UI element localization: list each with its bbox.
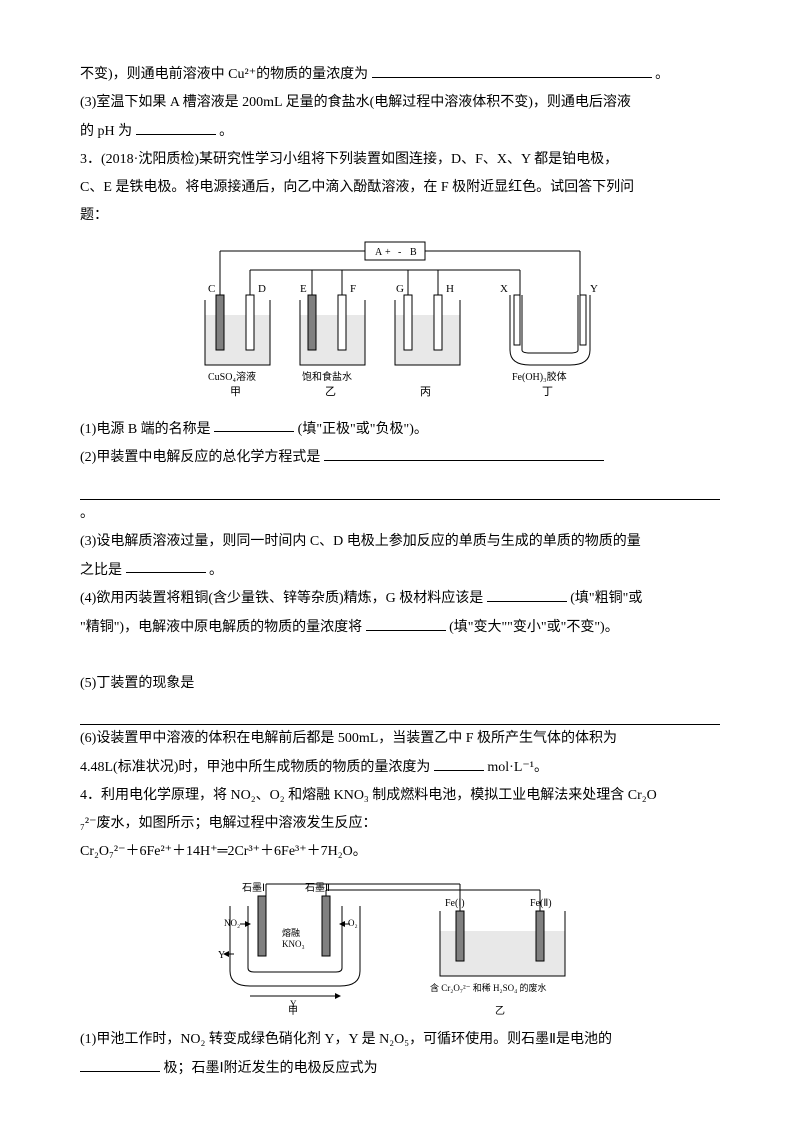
beaker-yi: E F 饱和食盐水 乙 bbox=[300, 283, 365, 398]
label-A: A bbox=[375, 247, 383, 258]
svg-text:D: D bbox=[258, 283, 266, 295]
blank-line[interactable] bbox=[80, 702, 720, 725]
blank[interactable] bbox=[80, 1054, 160, 1072]
svg-text:乙: 乙 bbox=[495, 1005, 505, 1016]
blank[interactable] bbox=[324, 443, 604, 461]
q3-figure: A B + - C D CuSO₄溶液 甲 E F 饱和食盐水 乙 bbox=[80, 240, 720, 405]
q3-s4c: "精铜")，电解液中原电解质的物质的量浓度将 (填"变大""变小"或"不变")。 bbox=[80, 613, 720, 642]
q4-eq: Cr₂O₇²⁻＋6Fe²⁺＋14H⁺═2Cr³⁺＋6Fe³⁺＋7H₂O。 bbox=[80, 838, 720, 866]
q3-intro3: 题： bbox=[80, 202, 720, 230]
cell-jia: 石墨Ⅰ 石墨Ⅱ NO₂ O₂ 熔融 KNO₃ Y Y 甲 bbox=[218, 882, 360, 1016]
blank[interactable] bbox=[372, 60, 652, 78]
q3-s2: (2)甲装置中电解反应的总化学方程式是 bbox=[80, 443, 720, 472]
q3-s4: (4)欲用丙装置将粗铜(含少量铁、锌等杂质)精炼，G 极材料应该是 (填"粗铜"… bbox=[80, 584, 720, 613]
q3-s3a: (3)设电解质溶液过量，则同一时间内 C、D 电极上参加反应的单质与生成的单质的… bbox=[80, 528, 720, 556]
q3-s6a: (6)设装置甲中溶液的体积在电解前后都是 500mL，当装置乙中 F 极所产生气… bbox=[80, 725, 720, 753]
q4-figure: 石墨Ⅰ 石墨Ⅱ NO₂ O₂ 熔融 KNO₃ Y Y 甲 Fe(Ⅰ) Fe(Ⅱ)… bbox=[80, 876, 720, 1016]
text: (4)欲用丙装置将粗铜(含少量铁、锌等杂质)精炼，G 极材料应该是 bbox=[80, 591, 483, 606]
text: (填"粗铜"或 bbox=[570, 591, 642, 606]
text: 的 pH 为 bbox=[80, 124, 132, 139]
svg-text:O₂: O₂ bbox=[348, 918, 358, 928]
svg-text:NO₂: NO₂ bbox=[224, 918, 240, 928]
svg-text:X: X bbox=[500, 283, 508, 295]
text: (填"正极"或"负极")。 bbox=[298, 421, 428, 436]
text: (填"变大""变小"或"不变")。 bbox=[449, 620, 619, 635]
svg-text:-: - bbox=[398, 247, 401, 258]
svg-text:石墨Ⅰ: 石墨Ⅰ bbox=[242, 882, 265, 894]
text: 4.48L(标准状况)时，甲池中所生成物质的物质的量浓度为 bbox=[80, 760, 430, 775]
q3-s6b: 4.48L(标准状况)时，甲池中所生成物质的物质的量浓度为 mol·L⁻¹。 bbox=[80, 753, 720, 782]
svg-text:F: F bbox=[350, 283, 356, 295]
svg-text:丁: 丁 bbox=[542, 386, 553, 398]
q3-intro2: C、E 是铁电极。将电源接通后，向乙中滴入酚酞溶液，在 F 极附近显红色。试回答… bbox=[80, 174, 720, 202]
svg-text:KNO₃: KNO₃ bbox=[282, 939, 305, 949]
blank[interactable] bbox=[136, 117, 216, 135]
svg-text:E: E bbox=[300, 283, 307, 295]
blank[interactable] bbox=[434, 753, 484, 771]
blank[interactable] bbox=[126, 556, 206, 574]
svg-text:Fe(OH)₃胶体: Fe(OH)₃胶体 bbox=[512, 370, 567, 383]
svg-text:G: G bbox=[396, 283, 404, 295]
text: 。 bbox=[219, 124, 233, 139]
svg-text:Y: Y bbox=[218, 950, 225, 961]
beaker-jia: C D CuSO₄溶液 甲 bbox=[205, 283, 270, 398]
svg-text:Fe(Ⅰ): Fe(Ⅰ) bbox=[445, 898, 465, 909]
text: (2)甲装置中电解反应的总化学方程式是 bbox=[80, 450, 320, 465]
blank[interactable] bbox=[214, 415, 294, 433]
q4-s1a: (1)甲池工作时，NO₂ 转变成绿色硝化剂 Y，Y 是 N₂O₅，可循环使用。则… bbox=[80, 1026, 720, 1054]
svg-text:丙: 丙 bbox=[420, 386, 431, 398]
text: (1)电源 B 端的名称是 bbox=[80, 421, 211, 436]
q3-intro1: 3．(2018·沈阳质检)某研究性学习小组将下列装置如图连接，D、F、X、Y 都… bbox=[80, 146, 720, 174]
text: 极；石墨Ⅰ附近发生的电极反应式为 bbox=[164, 1061, 378, 1076]
q3-s3b: 之比是 。 bbox=[80, 556, 720, 585]
q4-s1b: 极；石墨Ⅰ附近发生的电极反应式为 bbox=[80, 1054, 720, 1083]
q2-line3: 的 pH 为 。 bbox=[80, 117, 720, 146]
text: mol·L⁻¹。 bbox=[487, 760, 548, 775]
svg-text:饱和食盐水: 饱和食盐水 bbox=[302, 370, 352, 383]
q4-l1: 4．利用电化学原理，将 NO₂、O₂ 和熔融 KNO₃ 制成燃料电池，模拟工业电… bbox=[80, 782, 720, 810]
text: 之比是 bbox=[80, 562, 122, 577]
q3-s1: (1)电源 B 端的名称是 (填"正极"或"负极")。 bbox=[80, 415, 720, 444]
text: 。 bbox=[209, 562, 223, 577]
cell-yi: Fe(Ⅰ) Fe(Ⅱ) 含 Cr₂O₇²⁻ 和稀 H₂SO₄ 的废水 乙 bbox=[430, 898, 565, 1016]
utube-ding: X Y Fe(OH)₃胶体 丁 bbox=[500, 283, 598, 398]
svg-text:Y: Y bbox=[590, 283, 598, 295]
svg-text:+: + bbox=[385, 247, 391, 258]
q2-line1: 不变)，则通电前溶液中 Cu²⁺的物质的量浓度为 。 bbox=[80, 60, 720, 89]
q3-s2-dot: 。 bbox=[80, 500, 720, 528]
text: 。 bbox=[655, 67, 669, 82]
q4-diagram-svg: 石墨Ⅰ 石墨Ⅱ NO₂ O₂ 熔融 KNO₃ Y Y 甲 Fe(Ⅰ) Fe(Ⅱ)… bbox=[200, 876, 600, 1016]
beaker-bing: G H 丙 bbox=[395, 283, 460, 398]
text: 不变)，则通电前溶液中 Cu²⁺的物质的量浓度为 bbox=[80, 67, 368, 82]
blank[interactable] bbox=[487, 584, 567, 602]
q4-l2: ₇²⁻废水，如图所示；电解过程中溶液发生反应： bbox=[80, 810, 720, 838]
q3-s5: (5)丁装置的现象是 bbox=[80, 670, 720, 698]
label-B: B bbox=[410, 247, 417, 258]
svg-text:熔融: 熔融 bbox=[282, 927, 300, 938]
svg-text:Fe(Ⅱ): Fe(Ⅱ) bbox=[530, 898, 552, 909]
svg-text:C: C bbox=[208, 283, 215, 295]
blank-line[interactable] bbox=[80, 476, 720, 499]
q2-line2: (3)室温下如果 A 槽溶液是 200mL 足量的食盐水(电解过程中溶液体积不变… bbox=[80, 89, 720, 117]
svg-text:乙: 乙 bbox=[325, 385, 336, 398]
q3-diagram-svg: A B + - C D CuSO₄溶液 甲 E F 饱和食盐水 乙 bbox=[190, 240, 610, 405]
blank[interactable] bbox=[366, 613, 446, 631]
svg-text:甲: 甲 bbox=[230, 386, 241, 398]
svg-text:甲: 甲 bbox=[288, 1006, 298, 1016]
svg-text:CuSO₄溶液: CuSO₄溶液 bbox=[208, 370, 256, 383]
svg-text:含 Cr₂O₇²⁻ 和稀 H₂SO₄ 的废水: 含 Cr₂O₇²⁻ 和稀 H₂SO₄ 的废水 bbox=[430, 982, 547, 993]
text: "精铜")，电解液中原电解质的物质的量浓度将 bbox=[80, 620, 362, 635]
svg-text:H: H bbox=[446, 283, 454, 295]
